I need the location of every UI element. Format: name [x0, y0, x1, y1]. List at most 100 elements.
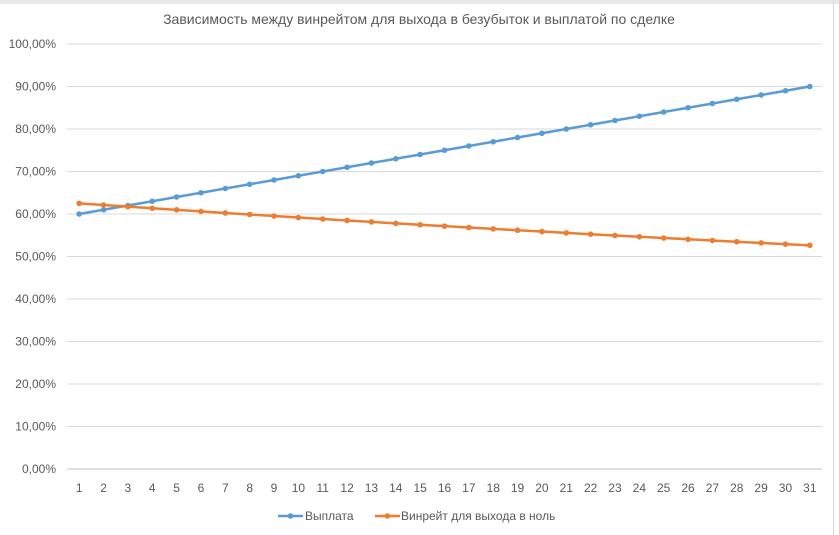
data-point	[807, 83, 813, 90]
data-point	[392, 220, 399, 227]
x-tick-label: 14	[389, 481, 403, 495]
x-axis-ticks: 1 2 3 4 5 6 7 8 9 10 11 12 13 14 15 16 17 18 19 20 21 22 23 24 2…	[76, 481, 817, 495]
data-point	[466, 224, 472, 231]
data-point	[782, 241, 789, 247]
data-point	[660, 109, 667, 115]
data-point	[466, 143, 472, 149]
data-point	[125, 203, 131, 210]
data-point	[514, 134, 521, 141]
x-tick-label: 21	[560, 481, 574, 495]
data-point	[246, 181, 253, 188]
x-tick-label: 31	[803, 481, 817, 495]
data-point	[198, 189, 204, 196]
data-point	[782, 87, 789, 94]
series-2	[76, 200, 813, 249]
x-tick-label: 25	[657, 481, 671, 495]
data-point	[344, 217, 350, 224]
data-point	[441, 147, 448, 154]
data-point	[222, 185, 229, 192]
data-point	[490, 226, 497, 232]
data-point	[173, 207, 180, 213]
y-tick-label: 90,00%	[15, 80, 56, 94]
y-axis-ticks: 0,00% 10,00% 20,00% 30,00% 40,00% 50,00% 60,00…	[9, 37, 57, 476]
data-point	[758, 240, 764, 246]
data-point	[807, 242, 813, 249]
legend-label: Винрейт для выхода в ноль	[401, 509, 555, 523]
x-tick-label: 15	[413, 481, 427, 495]
legend-point-marker	[384, 513, 391, 519]
data-point	[173, 194, 180, 200]
chart-top-border	[0, 0, 839, 4]
chart-title: Зависимость между винрейтом для выхода в…	[163, 11, 675, 27]
data-point	[709, 100, 716, 107]
x-tick-label: 10	[292, 481, 306, 495]
data-point	[246, 211, 253, 218]
x-tick-label: 1	[76, 481, 83, 495]
data-point	[685, 236, 691, 243]
data-point	[76, 211, 82, 217]
x-tick-label: 9	[271, 481, 278, 495]
x-tick-label: 22	[584, 481, 598, 495]
legend-item: Выплата	[278, 509, 354, 523]
x-tick-label: 24	[633, 481, 647, 495]
data-point	[563, 230, 570, 236]
data-point	[587, 231, 594, 237]
data-point	[636, 233, 643, 240]
data-point	[100, 206, 107, 213]
x-tick-label: 17	[462, 481, 476, 495]
data-point	[709, 237, 716, 244]
grid-lines	[67, 43, 822, 470]
data-point	[149, 205, 156, 212]
data-point	[368, 219, 375, 225]
data-point	[733, 96, 740, 103]
y-tick-label: 100,00%	[9, 37, 57, 51]
data-point	[392, 155, 399, 162]
x-tick-label: 6	[198, 481, 205, 495]
x-tick-label: 7	[222, 481, 229, 495]
x-tick-label: 4	[149, 481, 156, 495]
data-point	[76, 200, 82, 207]
series-layer	[76, 83, 813, 249]
data-point	[733, 238, 740, 245]
data-point	[295, 172, 302, 179]
data-point	[417, 151, 423, 158]
data-point	[271, 213, 277, 219]
data-point	[490, 138, 497, 145]
data-point	[539, 228, 545, 235]
y-tick-label: 40,00%	[15, 292, 56, 306]
x-tick-label: 19	[511, 481, 525, 495]
x-tick-label: 13	[365, 481, 379, 495]
data-point	[149, 198, 156, 205]
data-point	[685, 104, 691, 111]
x-tick-label: 16	[438, 481, 452, 495]
x-tick-label: 20	[535, 481, 549, 495]
x-tick-label: 12	[340, 481, 354, 495]
data-point	[612, 232, 618, 239]
data-point	[198, 208, 204, 215]
y-tick-label: 50,00%	[15, 250, 56, 264]
data-point	[539, 130, 545, 137]
x-tick-label: 27	[706, 481, 720, 495]
data-point	[319, 216, 326, 222]
data-point	[271, 177, 277, 183]
y-tick-label: 20,00%	[15, 377, 56, 391]
y-tick-label: 10,00%	[15, 420, 56, 434]
data-point	[441, 223, 448, 229]
legend: Выплата Винрейт для выхода в ноль	[278, 509, 555, 523]
data-point	[222, 210, 229, 216]
data-point	[563, 126, 570, 132]
x-tick-label: 29	[754, 481, 768, 495]
data-point	[295, 214, 302, 221]
legend-point-marker	[287, 513, 294, 519]
y-tick-label: 60,00%	[15, 207, 56, 221]
chart-right-border	[833, 0, 834, 535]
data-point	[660, 235, 667, 241]
data-point	[344, 164, 350, 171]
x-tick-label: 5	[173, 481, 180, 495]
data-point	[587, 121, 594, 128]
x-tick-label: 3	[125, 481, 132, 495]
legend-item: Винрейт для выхода в ноль	[375, 509, 555, 523]
data-point	[514, 227, 521, 234]
data-point	[100, 202, 107, 208]
